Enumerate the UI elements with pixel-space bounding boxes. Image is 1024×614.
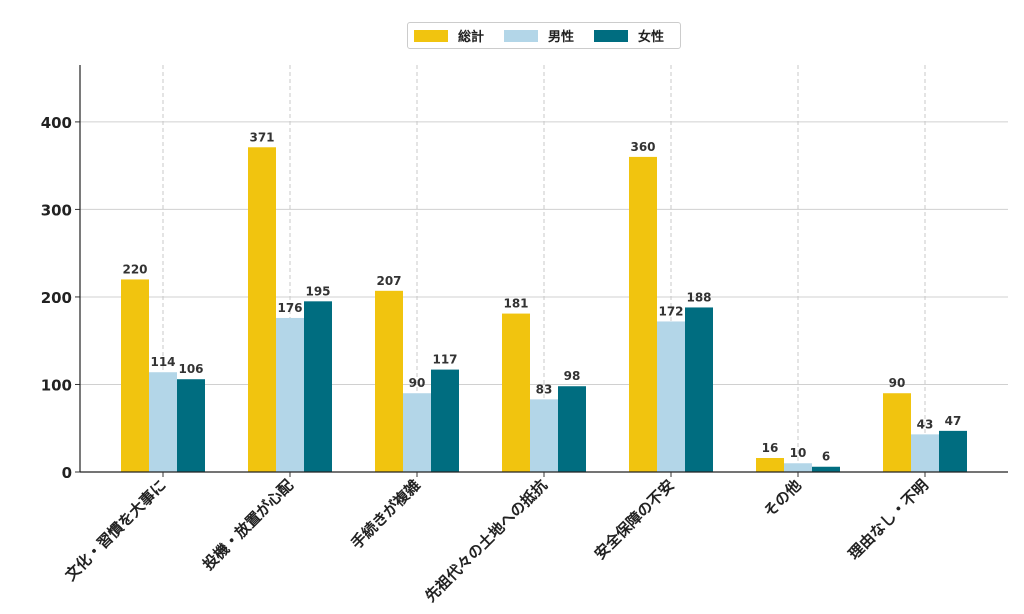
legend-label-male: 男性 — [548, 30, 575, 45]
bar-value-label: 90 — [889, 376, 906, 390]
bar-male — [530, 399, 558, 472]
bar-total — [121, 279, 149, 472]
y-tick-label: 300 — [41, 201, 72, 219]
bar-value-label: 114 — [150, 355, 175, 369]
bars — [121, 147, 967, 472]
value-labels: 220 371 207 181 360 16 90 114 176 90 83 172 10 43 106 1… — [122, 130, 961, 463]
bar-total — [756, 457, 784, 472]
bar-female — [304, 301, 332, 472]
bar-female — [685, 307, 713, 472]
bar-total — [248, 147, 276, 472]
bar-value-label: 181 — [503, 297, 528, 311]
bar-value-label: 371 — [249, 130, 274, 144]
axes — [75, 65, 1008, 477]
legend-swatch-female — [594, 29, 629, 42]
bar-value-label: 176 — [277, 301, 302, 315]
y-tick-label: 200 — [41, 289, 72, 307]
bar-value-label: 172 — [658, 304, 683, 318]
x-tick-label: その他 — [760, 476, 805, 521]
bar-female — [177, 379, 205, 472]
legend-item-total: 総計 — [414, 26, 484, 45]
bar-value-label: 47 — [945, 414, 962, 428]
x-tick-label: 理由なし・不明 — [845, 476, 932, 563]
bar-total — [883, 393, 911, 472]
bar-value-label: 43 — [917, 417, 934, 431]
x-tick-label: 先祖代々の土地への抵抗 — [421, 476, 550, 605]
bar-value-label: 188 — [686, 290, 711, 304]
bar-value-label: 106 — [178, 362, 203, 376]
bar-value-label: 83 — [536, 382, 553, 396]
bar-value-label: 195 — [305, 284, 330, 298]
y-tick-label: 100 — [41, 376, 72, 394]
y-tick-label: 400 — [41, 114, 72, 132]
bar-value-label: 90 — [409, 376, 426, 390]
bar-total — [502, 313, 530, 472]
bar-total — [375, 290, 403, 472]
y-tick-labels: 0 100 200 300 400 — [41, 114, 72, 482]
legend-swatch-male — [504, 29, 539, 42]
bar-female — [558, 386, 586, 472]
bar-male — [657, 321, 685, 472]
x-tick-label: 手続きが複雑 — [347, 476, 423, 552]
legend-label-total: 総計 — [458, 30, 485, 45]
bar-female — [812, 466, 840, 472]
x-tick-label: 投機・放置が心配 — [199, 476, 297, 574]
bar-male — [149, 372, 177, 472]
bar-value-label: 10 — [790, 446, 807, 460]
legend-swatch-total — [414, 29, 448, 42]
y-tick-label: 0 — [62, 464, 72, 482]
x-tick-label: 文化・習慣を大事に — [62, 476, 170, 584]
bar-value-label: 16 — [762, 441, 779, 455]
bar-value-label: 6 — [822, 450, 830, 464]
bar-value-label: 117 — [432, 353, 457, 367]
bar-male — [276, 317, 304, 472]
legend-item-female: 女性 — [594, 26, 664, 45]
bar-value-label: 360 — [630, 140, 655, 154]
bar-female — [431, 369, 459, 472]
bar-value-label: 207 — [376, 274, 401, 288]
x-tick-label: 安全保障の不安 — [591, 476, 678, 563]
bar-value-label: 220 — [122, 262, 147, 276]
bar-male — [911, 434, 939, 472]
bar-value-label: 98 — [564, 369, 581, 383]
legend-item-male: 男性 — [504, 26, 574, 45]
bar-female — [939, 430, 967, 472]
legend: 総計 男性 女性 — [407, 22, 681, 49]
legend-label-female: 女性 — [638, 30, 665, 45]
bar-male — [784, 463, 812, 472]
bar-male — [403, 393, 431, 472]
bar-total — [629, 156, 657, 472]
